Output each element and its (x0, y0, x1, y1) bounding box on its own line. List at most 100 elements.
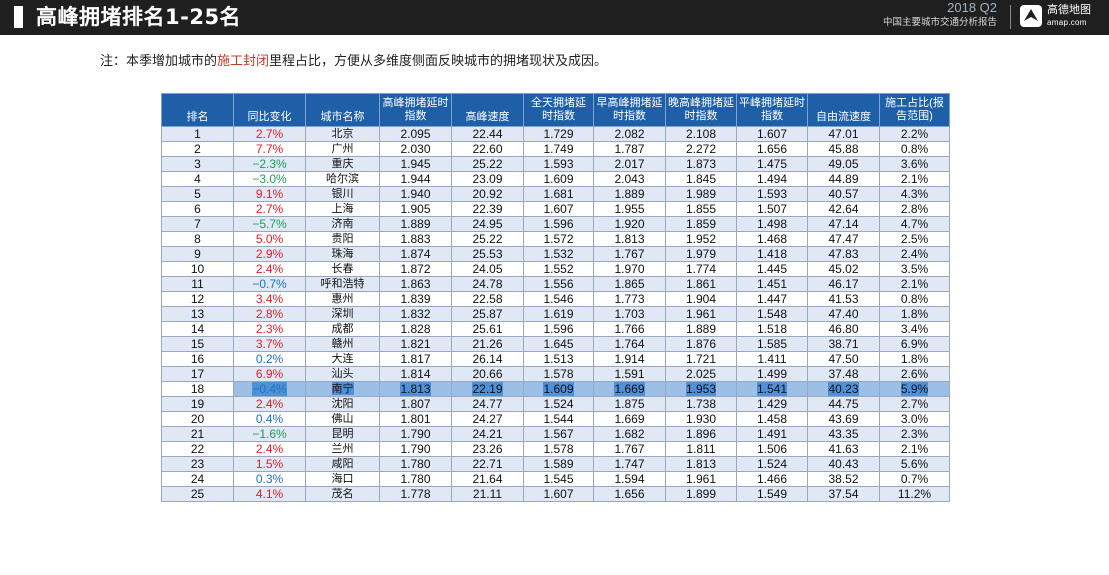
table-row[interactable]: 22 2.4% 兰州 1.790 23.26 1.578 1.767 1.811 1.506 41… (161, 441, 950, 457)
day-index-value: 1.589 (543, 457, 574, 471)
col-header-rank: 排名 (161, 93, 234, 127)
rank-value: 15 (190, 337, 205, 351)
yoy-change-cell: 0.2% (233, 351, 306, 367)
free-flow-speed-value: 47.01 (828, 127, 859, 141)
col-header-peak-index: 高峰拥堵延时指数 (379, 93, 452, 127)
free-flow-speed-value: 41.63 (828, 442, 859, 456)
morning-index-cell: 1.747 (593, 456, 666, 472)
table-row[interactable]: 11 −0.7% 呼和浩特 1.863 24.78 1.556 1.865 1.861 1.45… (161, 276, 950, 292)
evening-index-cell: 1.811 (665, 441, 737, 457)
free-flow-speed-value: 38.52 (828, 472, 859, 486)
evening-index-value: 1.845 (685, 172, 717, 186)
city-name-value: 济南 (331, 217, 354, 230)
peak-index-cell: 1.813 (379, 381, 452, 397)
city-name-cell: 呼和浩特 (305, 276, 380, 292)
table-row[interactable]: 24 0.3% 海口 1.780 21.64 1.545 1.594 1.961 1.466 38… (161, 471, 950, 487)
peak-speed-cell: 20.66 (451, 366, 524, 382)
peak-speed-cell: 22.39 (451, 201, 524, 217)
table-row[interactable]: 6 2.7% 上海 1.905 22.39 1.607 1.955 1.855 1.507 42.… (161, 201, 950, 217)
day-index-cell: 1.681 (523, 186, 594, 202)
table-row[interactable]: 3 −2.3% 重庆 1.945 25.22 1.593 2.017 1.873 1.475 49… (161, 156, 950, 172)
table-row[interactable]: 7 −5.7% 济南 1.889 24.95 1.596 1.920 1.859 1.498 47… (161, 216, 950, 232)
table-row[interactable]: 9 2.9% 珠海 1.874 25.53 1.532 1.767 1.979 1.418 47.… (161, 246, 950, 262)
table-row[interactable]: 19 2.4% 沈阳 1.807 24.77 1.524 1.875 1.738 1.429 44… (161, 396, 950, 412)
construction-ratio-cell: 2.3% (879, 426, 950, 442)
offpeak-index-value: 1.593 (756, 187, 788, 201)
table-row[interactable]: 20 0.4% 佛山 1.801 24.27 1.544 1.669 1.930 1.458 43… (161, 411, 950, 427)
day-index-value: 1.546 (543, 292, 574, 306)
free-flow-speed-value: 46.17 (828, 277, 859, 291)
rank-value: 16 (190, 352, 205, 366)
free-flow-speed-value: 47.50 (828, 352, 859, 366)
city-name-value: 上海 (331, 202, 354, 215)
report-period: 2018 Q2 (947, 0, 997, 15)
morning-index-cell: 1.766 (593, 321, 666, 337)
peak-index-value: 1.780 (400, 472, 431, 486)
rank-cell: 14 (161, 321, 234, 337)
free-flow-speed-cell: 38.52 (807, 471, 880, 487)
rank-value: 23 (190, 457, 205, 471)
morning-index-cell: 1.914 (593, 351, 666, 367)
col-header-day-index: 全天拥堵延时指数 (523, 93, 594, 127)
table-row[interactable]: 15 3.7% 赣州 1.821 21.26 1.645 1.764 1.876 1.585 38… (161, 336, 950, 352)
header-divider (1010, 5, 1011, 29)
free-flow-speed-cell: 45.88 (807, 141, 880, 157)
rank-cell: 21 (161, 426, 234, 442)
table-row[interactable]: 13 2.8% 深圳 1.832 25.87 1.619 1.703 1.961 1.548 47… (161, 306, 950, 322)
offpeak-index-value: 1.499 (756, 367, 788, 381)
city-name-value: 北京 (331, 127, 354, 140)
morning-index-cell: 1.764 (593, 336, 666, 352)
table-row[interactable]: 17 6.9% 汕头 1.814 20.66 1.578 1.591 2.025 1.499 37… (161, 366, 950, 382)
morning-index-value: 1.865 (614, 277, 645, 291)
table-row[interactable]: 8 5.0% 贵阳 1.883 25.22 1.572 1.813 1.952 1.468 47.… (161, 231, 950, 247)
construction-ratio-cell: 2.2% (879, 126, 950, 142)
table-row[interactable]: 1 2.7% 北京 2.095 22.44 1.729 2.082 2.108 1.607 47.… (161, 126, 950, 142)
yoy-change-cell: −0.4% (233, 381, 306, 397)
table-row[interactable]: 18 −0.4% 南宁 1.813 22.19 1.609 1.669 1.953 1.541 4… (161, 381, 950, 397)
peak-index-value: 1.778 (400, 487, 431, 501)
yoy-change-value: 9.1% (255, 187, 284, 201)
table-row[interactable]: 2 7.7% 广州 2.030 22.60 1.749 1.787 2.272 1.656 45.… (161, 141, 950, 157)
peak-index-value: 2.030 (400, 142, 431, 156)
table-row[interactable]: 10 2.4% 长春 1.872 24.05 1.552 1.970 1.774 1.445 45… (161, 261, 950, 277)
offpeak-index-cell: 1.593 (736, 186, 808, 202)
morning-index-cell: 1.875 (593, 396, 666, 412)
offpeak-index-value: 1.451 (756, 277, 788, 291)
city-name-cell: 银川 (305, 186, 380, 202)
rank-value: 10 (190, 262, 205, 276)
table-row[interactable]: 14 2.3% 成都 1.828 25.61 1.596 1.766 1.889 1.518 46… (161, 321, 950, 337)
brand-url: amap.com (1047, 18, 1087, 27)
peak-speed-cell: 25.22 (451, 231, 524, 247)
free-flow-speed-cell: 46.17 (807, 276, 880, 292)
day-index-value: 1.578 (543, 367, 574, 381)
construction-ratio-value: 5.6% (900, 457, 929, 471)
yoy-change-cell: −2.3% (233, 156, 306, 172)
city-name-value: 银川 (331, 187, 354, 200)
morning-index-cell: 1.682 (593, 426, 666, 442)
city-name-value: 汕头 (331, 367, 354, 380)
city-name-cell: 贵阳 (305, 231, 380, 247)
table-row[interactable]: 5 9.1% 银川 1.940 20.92 1.681 1.889 1.989 1.593 40.… (161, 186, 950, 202)
peak-speed-value: 24.21 (472, 427, 503, 441)
morning-index-value: 1.656 (614, 487, 645, 501)
day-index-cell: 1.589 (523, 456, 594, 472)
free-flow-speed-value: 40.23 (828, 382, 859, 396)
table-row[interactable]: 23 1.5% 咸阳 1.780 22.71 1.589 1.747 1.813 1.524 40… (161, 456, 950, 472)
yoy-change-cell: 2.9% (233, 246, 306, 262)
rank-cell: 20 (161, 411, 234, 427)
offpeak-index-value: 1.445 (756, 262, 788, 276)
peak-speed-value: 22.71 (472, 457, 503, 471)
offpeak-index-value: 1.518 (756, 322, 788, 336)
city-name-value: 广州 (331, 142, 354, 155)
table-row[interactable]: 21 −1.6% 昆明 1.790 24.21 1.567 1.682 1.896 1.491 4… (161, 426, 950, 442)
peak-speed-value: 25.87 (472, 307, 503, 321)
rank-value: 6 (194, 202, 201, 216)
table-row[interactable]: 16 0.2% 大连 1.817 26.14 1.513 1.914 1.721 1.411 47… (161, 351, 950, 367)
morning-index-cell: 1.970 (593, 261, 666, 277)
col-header-evening-index: 晚高峰拥堵延时指数 (665, 93, 737, 127)
table-row[interactable]: 4 −3.0% 哈尔滨 1.944 23.09 1.609 2.043 1.845 1.494 4… (161, 171, 950, 187)
table-row[interactable]: 25 4.1% 茂名 1.778 21.11 1.607 1.656 1.899 1.549 37… (161, 486, 950, 502)
construction-ratio-cell: 3.5% (879, 261, 950, 277)
table-row[interactable]: 12 3.4% 惠州 1.839 22.58 1.546 1.773 1.904 1.447 41… (161, 291, 950, 307)
peak-index-cell: 2.095 (379, 126, 452, 142)
